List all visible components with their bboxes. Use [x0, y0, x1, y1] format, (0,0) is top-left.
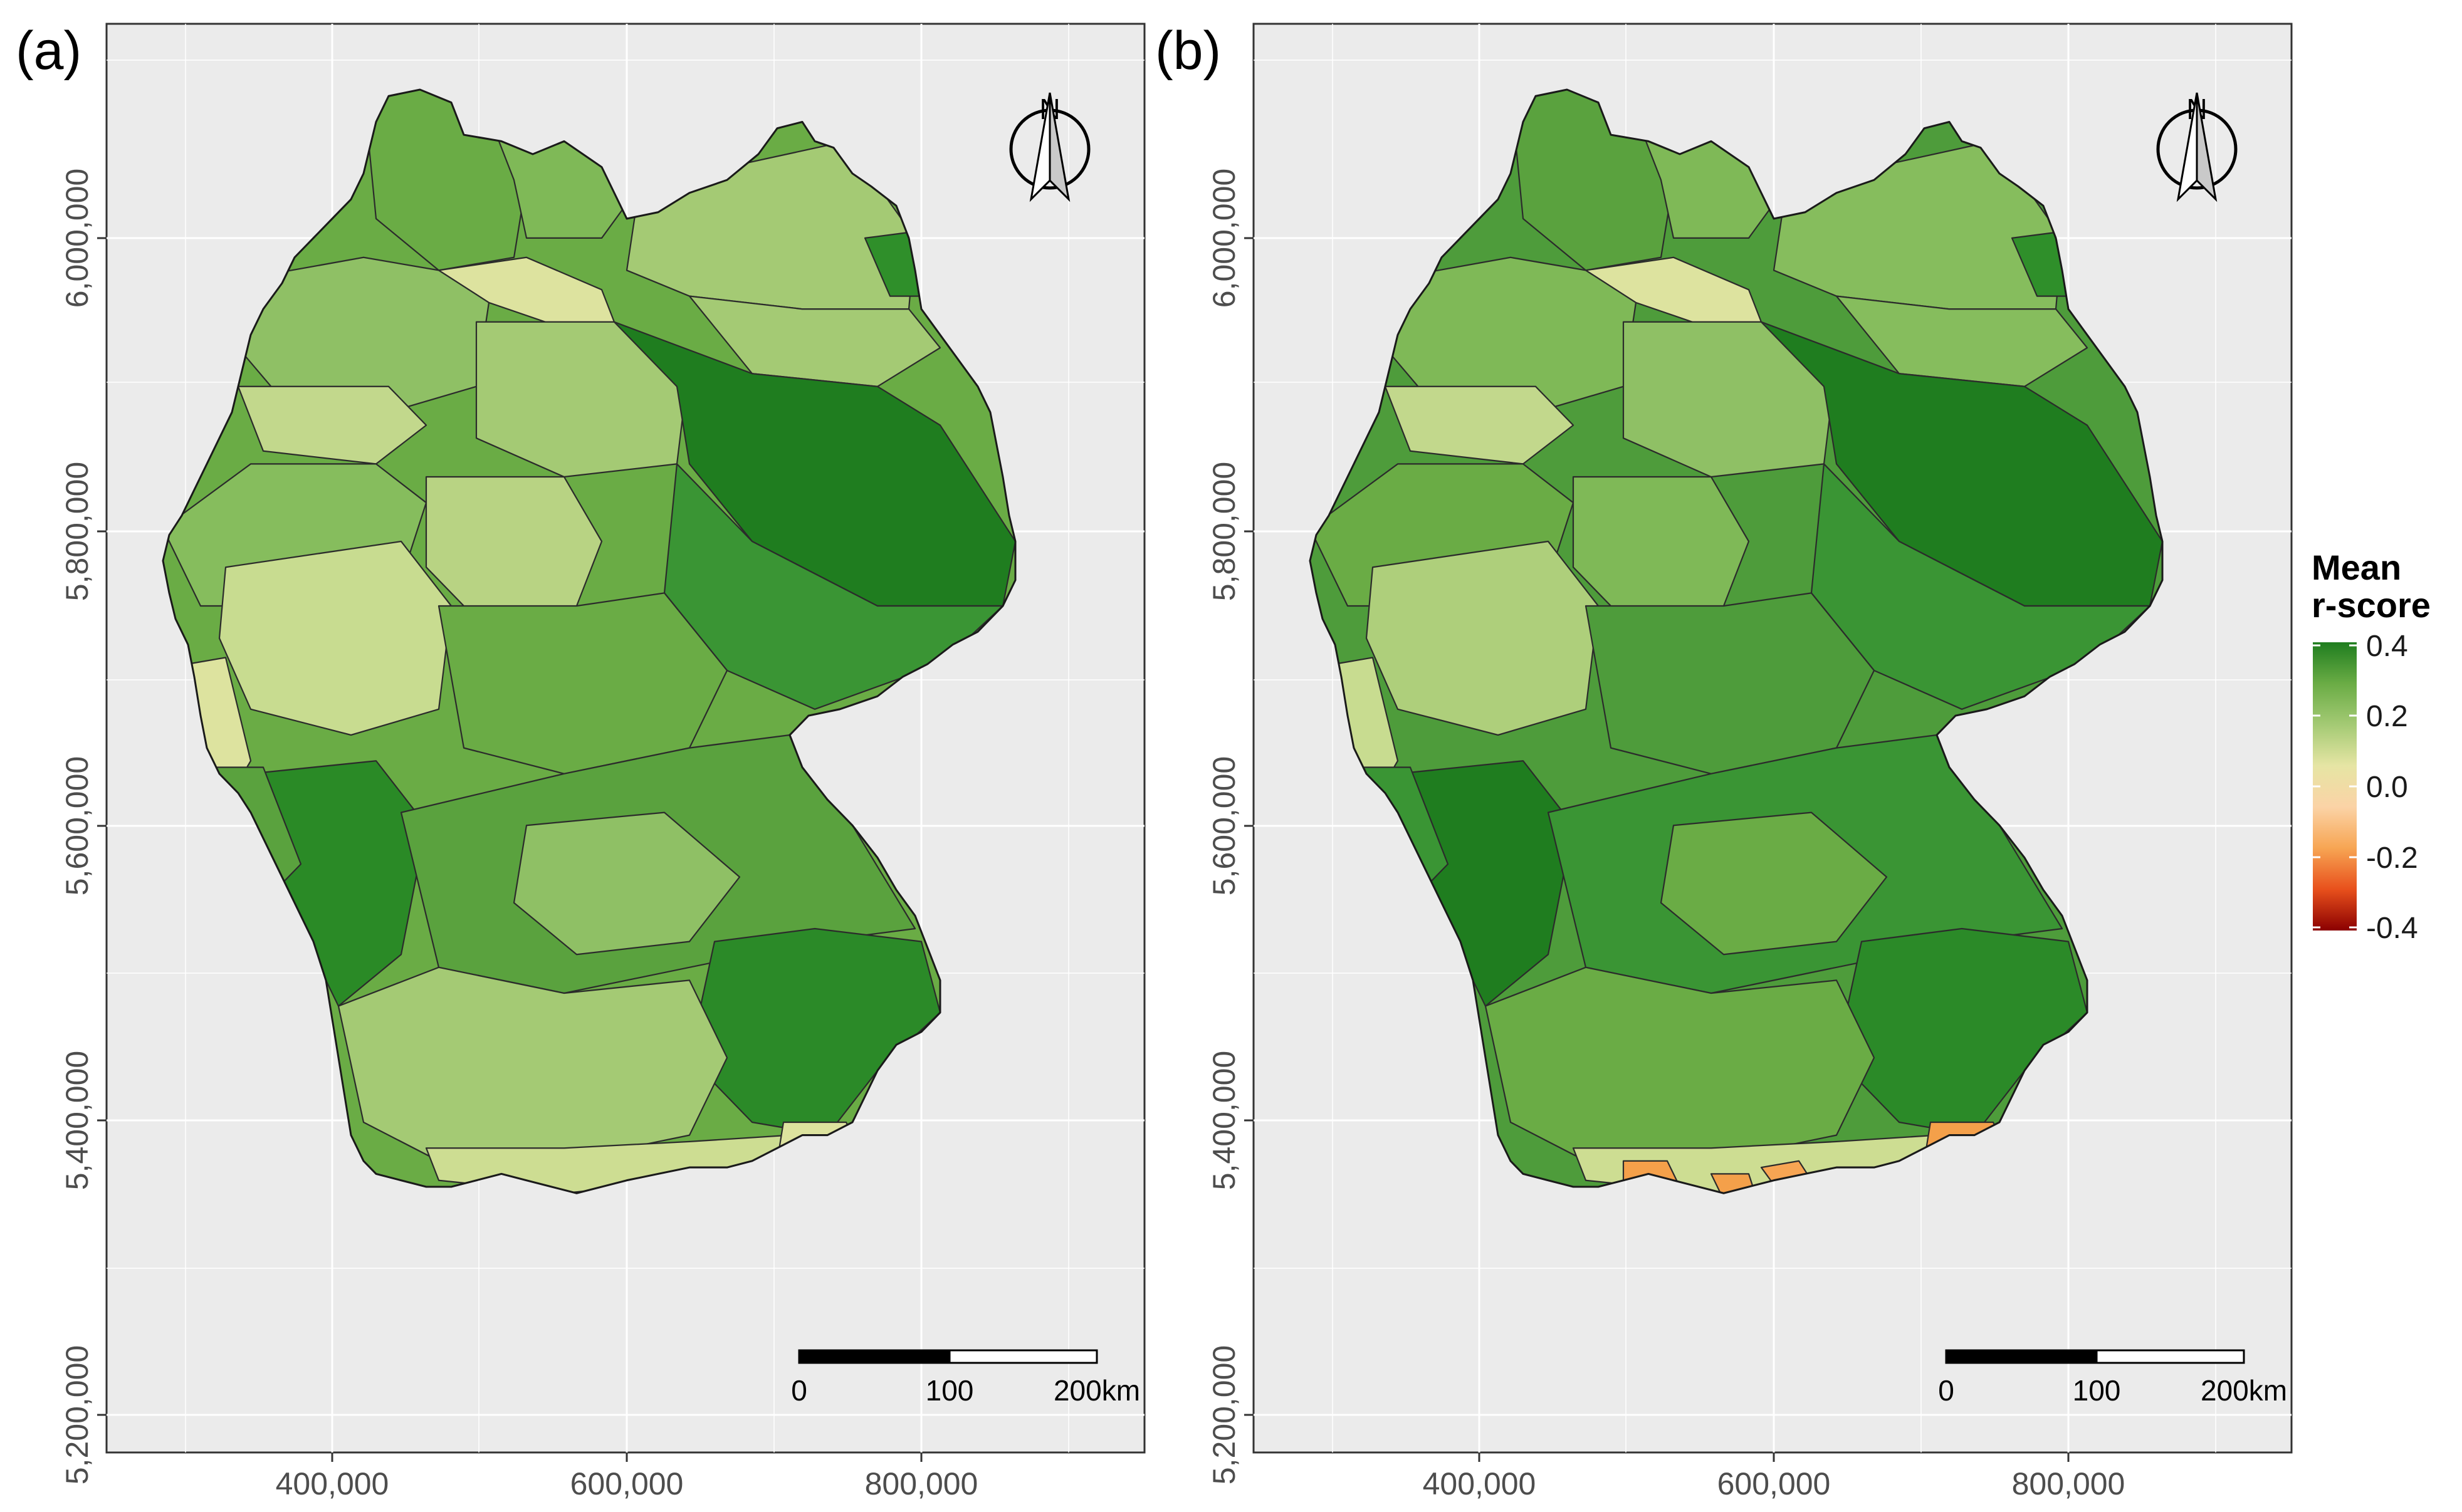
- y-tick-5800000-a: 5,800,000: [60, 462, 95, 601]
- scale-bar-b: 0 100 200km: [1938, 1349, 2287, 1407]
- x-tick-400000-b: 400,000: [1423, 1466, 1536, 1501]
- region-nw-yellow-b: [1384, 385, 1574, 465]
- region-alps-w-a: [337, 966, 728, 1162]
- region-center-a: [437, 592, 728, 774]
- panel-label-b: (b): [1155, 21, 1221, 81]
- region-nw-yellow-a: [237, 385, 427, 465]
- y-tick-5200000-b: 5,200,000: [1207, 1345, 1242, 1484]
- x-axis-a: 400,000 600,000 800,000: [276, 1452, 978, 1501]
- region-south-light-b: [1660, 811, 1888, 956]
- x-tick-800000-a: 800,000: [865, 1466, 978, 1501]
- y-axis-a: 5,200,000 5,400,000 5,600,000 5,800,000 …: [60, 169, 107, 1484]
- y-tick-5600000-a: 5,600,000: [60, 756, 95, 895]
- region-south-light-a: [513, 811, 741, 956]
- region-alps-w-b: [1484, 966, 1875, 1162]
- legend-tick-0.2: 0.2: [2366, 700, 2408, 733]
- panel-b: (b): [1155, 21, 2293, 1501]
- germany-map-a: [162, 88, 1017, 1194]
- legend-tick-neg0.2: -0.2: [2366, 842, 2418, 875]
- y-tick-5400000-b: 5,400,000: [1207, 1051, 1242, 1190]
- x-tick-800000-b: 800,000: [2012, 1466, 2125, 1501]
- x-tick-600000-a: 600,000: [570, 1466, 684, 1501]
- scale-label-100-a: 100: [926, 1374, 974, 1407]
- legend: Mean r-score 0.4 0.2 0.0 -0.2 -0.4: [2312, 548, 2431, 945]
- legend-tick-neg0.4: -0.4: [2366, 912, 2418, 945]
- x-tick-400000-a: 400,000: [276, 1466, 389, 1501]
- legend-tick-0.4: 0.4: [2366, 630, 2408, 663]
- y-tick-5800000-b: 5,800,000: [1207, 462, 1242, 601]
- x-axis-b: 400,000 600,000 800,000: [1423, 1452, 2125, 1501]
- region-center-b: [1585, 592, 1875, 774]
- y-axis-b: 5,200,000 5,400,000 5,600,000 5,800,000 …: [1207, 169, 1254, 1484]
- north-arrow-a: N: [1009, 92, 1091, 202]
- scale-label-200-b: 200km: [2201, 1374, 2287, 1407]
- north-arrow-b: N: [2156, 92, 2238, 202]
- panel-a: (a): [16, 21, 1146, 1501]
- x-tick-600000-b: 600,000: [1717, 1466, 1831, 1501]
- y-tick-5600000-b: 5,600,000: [1207, 756, 1242, 895]
- panel-label-a: (a): [16, 21, 81, 81]
- region-alps-hotspot-3-b: [1710, 1173, 1756, 1194]
- scale-label-0-a: 0: [791, 1374, 807, 1407]
- scale-label-200-a: 200km: [1054, 1374, 1140, 1407]
- y-tick-5200000-a: 5,200,000: [60, 1345, 95, 1484]
- legend-tick-0.0: 0.0: [2366, 771, 2408, 804]
- y-tick-5400000-a: 5,400,000: [60, 1051, 95, 1190]
- legend-title-line2: r-score: [2312, 585, 2431, 625]
- legend-title-line1: Mean: [2312, 548, 2401, 587]
- y-tick-6000000-a: 6,000,000: [60, 169, 95, 308]
- scale-label-0-b: 0: [1938, 1374, 1954, 1407]
- region-center-pale-b: [1365, 540, 1600, 736]
- y-tick-6000000-b: 6,000,000: [1207, 169, 1242, 308]
- scale-bar-a: 0 100 200km: [791, 1349, 1140, 1407]
- region-center-pale-a: [218, 540, 453, 736]
- scale-label-100-b: 100: [2073, 1374, 2121, 1407]
